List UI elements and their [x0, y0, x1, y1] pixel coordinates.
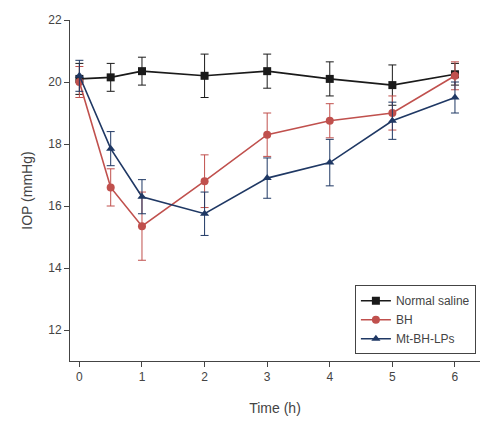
svg-text:5: 5 [389, 370, 396, 384]
svg-text:18: 18 [48, 137, 62, 151]
svg-text:12: 12 [48, 323, 62, 337]
svg-text:22: 22 [48, 13, 62, 27]
svg-text:Normal saline: Normal saline [396, 294, 470, 308]
svg-text:20: 20 [48, 75, 62, 89]
svg-text:0: 0 [76, 370, 83, 384]
svg-text:Time (h): Time (h) [249, 400, 301, 416]
svg-text:16: 16 [48, 199, 62, 213]
svg-text:Mt-BH-LPs: Mt-BH-LPs [396, 332, 455, 346]
svg-text:2: 2 [201, 370, 208, 384]
svg-text:3: 3 [264, 370, 271, 384]
svg-text:4: 4 [326, 370, 333, 384]
svg-text:BH: BH [396, 313, 413, 327]
svg-text:1: 1 [139, 370, 146, 384]
svg-text:14: 14 [48, 261, 62, 275]
svg-text:IOP (mmHg): IOP (mmHg) [19, 151, 35, 229]
svg-text:6: 6 [452, 370, 459, 384]
